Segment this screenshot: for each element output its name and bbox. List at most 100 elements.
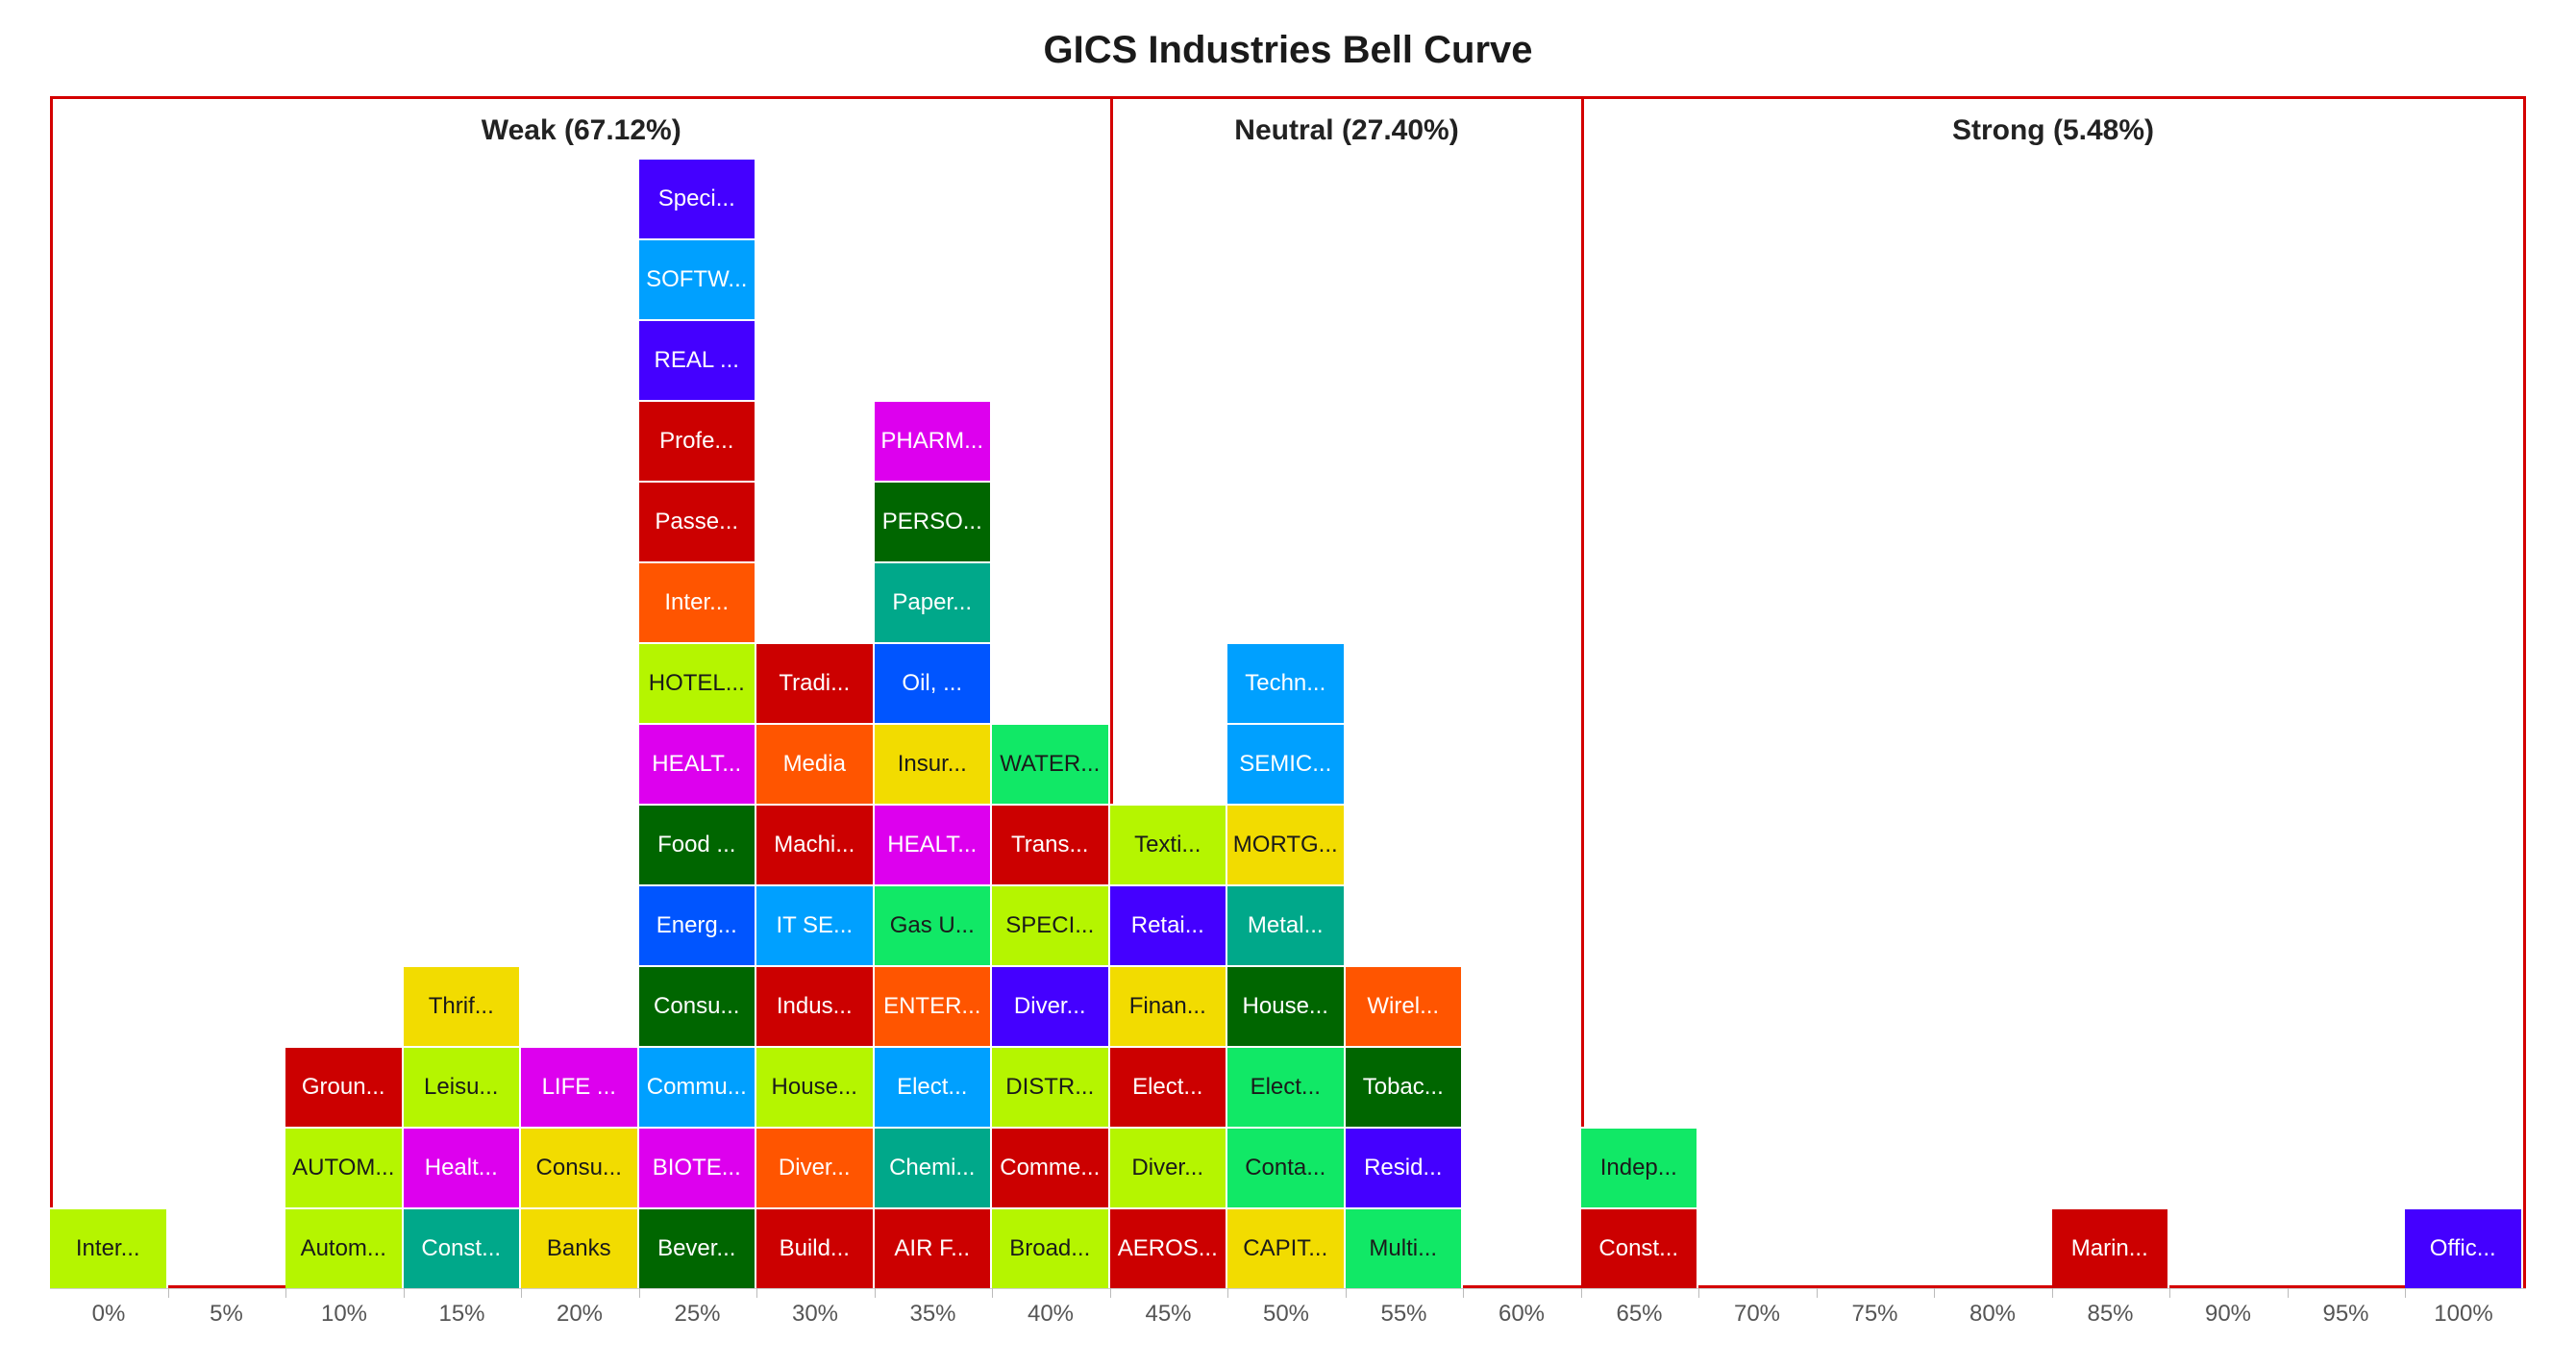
x-axis-line: [50, 1288, 2526, 1289]
x-tick-mark: [1816, 1288, 1818, 1298]
bar-cell: PHARM...: [874, 400, 992, 481]
bar-cell: SEMIC...: [1227, 723, 1346, 804]
x-tick-mark: [1463, 1288, 1464, 1298]
bar-cell: Healt...: [403, 1127, 521, 1207]
bar-cell: Indep...: [1580, 1127, 1698, 1207]
bar-cell: Paper...: [874, 561, 992, 642]
bar-cell: Profe...: [638, 400, 756, 481]
bar-cell: PERSO...: [874, 481, 992, 561]
x-tick-label: 35%: [909, 1301, 956, 1327]
bar-cell: Const...: [403, 1207, 521, 1288]
bar-cell: IT SE...: [756, 884, 875, 965]
bar-cell: Broad...: [992, 1207, 1110, 1288]
bar-cell: HEALT...: [638, 723, 756, 804]
bar-cell: Techn...: [1227, 642, 1346, 723]
x-tick-label: 50%: [1262, 1301, 1310, 1327]
bar-cell: Machi...: [756, 804, 875, 884]
x-tick-mark: [521, 1288, 522, 1298]
x-tick-label: 40%: [1027, 1301, 1075, 1327]
bar-cell: Trans...: [992, 804, 1110, 884]
bar-cell: Oil, ...: [874, 642, 992, 723]
bar-cell: LIFE ...: [521, 1046, 639, 1127]
x-tick-label: 25%: [674, 1301, 721, 1327]
bar-cell: Finan...: [1109, 965, 1227, 1046]
bar-cell: MORTG...: [1227, 804, 1346, 884]
bar-cell: Const...: [1580, 1207, 1698, 1288]
bar-cell: Metal...: [1227, 884, 1346, 965]
bar-cell: HEALT...: [874, 804, 992, 884]
bar-cell: Energ...: [638, 884, 756, 965]
x-tick-mark: [2287, 1288, 2289, 1298]
chart-title: GICS Industries Bell Curve: [1043, 29, 1533, 71]
bar-cell: SPECI...: [992, 884, 1110, 965]
x-tick-label: 75%: [1851, 1301, 1898, 1327]
bar-cell: SOFTW...: [638, 238, 756, 319]
bar-cell: Indus...: [756, 965, 875, 1046]
bar-cell: Offic...: [2405, 1207, 2523, 1288]
zone-box-2: Strong (5.48%): [1580, 96, 2526, 1288]
x-tick-mark: [638, 1288, 640, 1298]
bar-cell: Media: [756, 723, 875, 804]
bar-cell: CAPIT...: [1227, 1207, 1346, 1288]
bar-cell: Food ...: [638, 804, 756, 884]
zone-label: Weak (67.12%): [481, 114, 681, 146]
bar-cell: Bever...: [638, 1207, 756, 1288]
x-tick-mark: [2405, 1288, 2406, 1298]
bar-cell: Diver...: [992, 965, 1110, 1046]
bar-cell: Banks: [521, 1207, 639, 1288]
x-tick-label: 0%: [91, 1301, 126, 1327]
bar-cell: Chemi...: [874, 1127, 992, 1207]
bar-cell: Texti...: [1109, 804, 1227, 884]
x-tick-label: 10%: [320, 1301, 368, 1327]
bar-cell: AEROS...: [1109, 1207, 1227, 1288]
bar-cell: Consu...: [521, 1127, 639, 1207]
bar-cell: AIR F...: [874, 1207, 992, 1288]
x-tick-mark: [2169, 1288, 2170, 1298]
x-tick-label: 90%: [2204, 1301, 2252, 1327]
bar-cell: Elect...: [1227, 1046, 1346, 1127]
bar-cell: Passe...: [638, 481, 756, 561]
x-tick-mark: [756, 1288, 757, 1298]
bar-cell: Inter...: [50, 1207, 168, 1288]
bar-cell: Build...: [756, 1207, 875, 1288]
bar-cell: Consu...: [638, 965, 756, 1046]
bar-cell: BIOTE...: [638, 1127, 756, 1207]
x-tick-label: 95%: [2322, 1301, 2369, 1327]
x-tick-mark: [1109, 1288, 1111, 1298]
x-tick-label: 5%: [210, 1301, 243, 1327]
bar-cell: Commu...: [638, 1046, 756, 1127]
bar-cell: Thrif...: [403, 965, 521, 1046]
x-tick-label: 65%: [1616, 1301, 1663, 1327]
bar-cell: Diver...: [756, 1127, 875, 1207]
x-tick-label: 15%: [438, 1301, 485, 1327]
x-tick-label: 100%: [2434, 1301, 2493, 1327]
x-tick-mark: [992, 1288, 993, 1298]
bar-cell: Inter...: [638, 561, 756, 642]
bar-cell: WATER...: [992, 723, 1110, 804]
bar-cell: Insur...: [874, 723, 992, 804]
bar-cell: Resid...: [1345, 1127, 1463, 1207]
bar-cell: Leisu...: [403, 1046, 521, 1127]
x-tick-label: 45%: [1145, 1301, 1192, 1327]
x-tick-mark: [1698, 1288, 1699, 1298]
zone-label: Strong (5.48%): [1951, 114, 2155, 146]
bar-cell: REAL ...: [638, 319, 756, 400]
x-tick-mark: [167, 1288, 169, 1298]
x-tick-label: 20%: [556, 1301, 604, 1327]
bar-cell: Gas U...: [874, 884, 992, 965]
x-tick-label: 55%: [1380, 1301, 1427, 1327]
bar-cell: DISTR...: [992, 1046, 1110, 1127]
bar-cell: Wirel...: [1345, 965, 1463, 1046]
x-tick-mark: [403, 1288, 405, 1298]
bar-cell: Autom...: [285, 1207, 404, 1288]
x-tick-mark: [1580, 1288, 1582, 1298]
bar-cell: Diver...: [1109, 1127, 1227, 1207]
bar-cell: Comme...: [992, 1127, 1110, 1207]
bar-cell: Elect...: [874, 1046, 992, 1127]
bar-cell: Speci...: [638, 158, 756, 238]
bar-cell: Elect...: [1109, 1046, 1227, 1127]
x-tick-mark: [1345, 1288, 1347, 1298]
zone-label: Neutral (27.40%): [1234, 114, 1459, 146]
bar-cell: Conta...: [1227, 1127, 1346, 1207]
